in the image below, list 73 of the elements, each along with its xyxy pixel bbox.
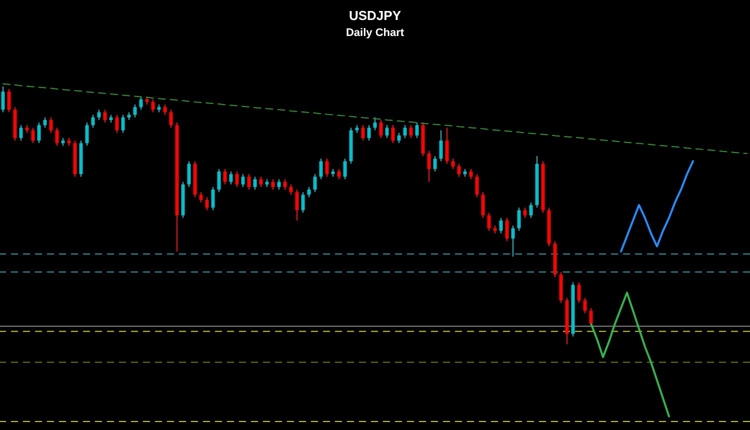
candlestick	[481, 192, 485, 218]
candlestick	[217, 168, 221, 193]
candlestick	[229, 171, 233, 185]
candlestick	[49, 116, 53, 134]
chart-title: USDJPY	[348, 8, 402, 23]
candlestick	[307, 186, 311, 198]
candlestick	[43, 116, 47, 128]
candlestick	[439, 130, 443, 162]
candlestick	[277, 178, 281, 190]
candlestick	[343, 158, 347, 180]
candlestick	[283, 178, 287, 190]
candlestick	[187, 160, 191, 188]
candlestick	[451, 158, 455, 170]
candlestick	[373, 116, 377, 131]
candlestick	[163, 104, 167, 116]
candlestick	[487, 212, 491, 232]
candlestick	[313, 174, 317, 193]
candlestick	[445, 127, 449, 164]
candlestick	[235, 171, 239, 188]
candlestick	[517, 207, 521, 232]
candlestick	[259, 176, 263, 188]
candlestick	[169, 109, 173, 128]
candlestick	[433, 156, 437, 172]
candlestick	[337, 168, 341, 180]
candlestick	[379, 119, 383, 139]
candlestick	[295, 189, 299, 222]
candlestick	[397, 132, 401, 144]
candlestick	[391, 124, 395, 144]
candlestick	[289, 184, 293, 196]
candlestick	[139, 96, 143, 110]
candlestick	[31, 127, 35, 144]
candlestick	[115, 114, 119, 134]
candlestick	[529, 202, 533, 218]
candlestick	[151, 98, 155, 113]
candlestick	[301, 192, 305, 214]
candlestick	[247, 174, 251, 190]
chart-subtitle: Daily Chart	[346, 27, 404, 39]
candlestick	[223, 168, 227, 185]
candlestick	[241, 174, 245, 188]
candlestick	[103, 109, 107, 124]
candlestick	[385, 124, 389, 139]
candlestick	[457, 163, 461, 178]
candlestick	[523, 207, 527, 218]
candlestick	[583, 297, 587, 314]
candlestick	[511, 225, 515, 258]
candlestick	[427, 150, 431, 182]
candlestick	[7, 88, 11, 113]
candlestick	[415, 122, 419, 139]
candlestick	[475, 174, 479, 198]
candlestick	[211, 186, 215, 211]
candlestick	[97, 109, 101, 120]
candlestick	[403, 124, 407, 139]
candlestick	[469, 168, 473, 180]
candlestick	[319, 158, 323, 180]
candlestick	[85, 122, 89, 146]
candlestick	[133, 104, 137, 118]
candlestick	[91, 114, 95, 128]
candlestick	[19, 124, 23, 142]
candlestick	[121, 114, 125, 134]
candlestick	[577, 282, 581, 304]
candlestick	[361, 124, 365, 142]
candlestick	[499, 217, 503, 234]
candlestick	[325, 158, 329, 178]
candlestick	[205, 196, 209, 211]
candlestick	[367, 124, 371, 142]
candlestick	[505, 217, 509, 242]
candlestick	[253, 176, 257, 190]
candlestick	[55, 127, 59, 146]
candlestick	[409, 124, 413, 139]
candlestick	[37, 122, 41, 144]
candlestick	[271, 178, 275, 190]
candlestick	[199, 192, 203, 203]
candlestick	[1, 86, 5, 113]
